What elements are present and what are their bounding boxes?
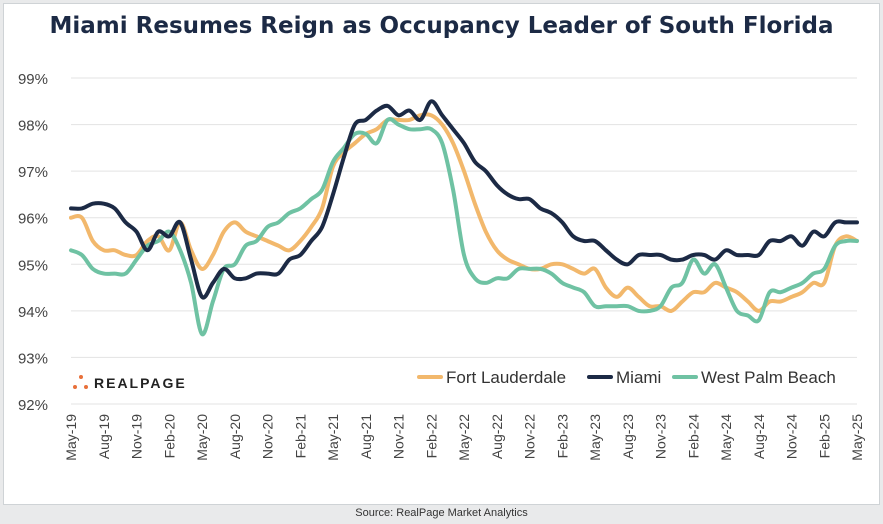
x-tick-label: May-19: [63, 414, 79, 461]
y-axis-tick-labels: 92% 93% 94% 95% 96% 97% 98% 99%: [18, 71, 48, 414]
x-tick-label: Aug-20: [227, 414, 243, 459]
x-tick-label: Aug-19: [96, 414, 112, 459]
y-tick-label: 96%: [18, 211, 48, 228]
chart-title: Miami Resumes Reign as Occupancy Leader …: [49, 13, 834, 39]
x-tick-label: Feb-25: [816, 414, 832, 459]
x-tick-label: Feb-23: [554, 414, 570, 459]
legend: Fort Lauderdale Miami West Palm Beach: [417, 368, 836, 387]
y-tick-label: 94%: [18, 304, 48, 321]
realpage-logo-text: REALPAGE: [94, 375, 187, 391]
chart-card: Miami Resumes Reign as Occupancy Leader …: [3, 3, 880, 505]
x-tick-label: Nov-24: [784, 414, 800, 459]
x-tick-label: Feb-20: [161, 414, 177, 459]
y-tick-label: 95%: [18, 257, 48, 274]
x-tick-label: Aug-23: [620, 414, 636, 459]
x-tick-label: May-25: [849, 414, 865, 461]
y-tick-label: 98%: [18, 118, 48, 135]
x-tick-label: Feb-22: [423, 414, 439, 459]
x-tick-label: Nov-19: [129, 414, 145, 459]
x-tick-label: Feb-24: [685, 414, 701, 459]
line-chart: 92% 93% 94% 95% 96% 97% 98% 99% May-19 Aug-19 Nov…: [18, 71, 865, 461]
x-tick-label: May-20: [194, 414, 210, 461]
x-axis-tick-labels: May-19 Aug-19 Nov-19 Feb-20 May-20 Aug-20 Nov-…: [63, 414, 865, 461]
x-tick-label: Nov-23: [653, 414, 669, 459]
x-tick-label: May-24: [718, 414, 734, 461]
series-lines: [69, 99, 859, 337]
y-tick-label: 99%: [18, 71, 48, 88]
x-tick-label: Feb-21: [292, 414, 308, 459]
legend-label: West Palm Beach: [701, 368, 836, 387]
legend-label: Fort Lauderdale: [446, 368, 566, 387]
x-tick-label: May-21: [325, 414, 341, 461]
x-tick-label: Nov-20: [260, 414, 276, 459]
x-tick-label: Aug-24: [751, 414, 767, 459]
legend-label: Miami: [616, 368, 661, 387]
x-tick-label: Aug-21: [358, 414, 374, 459]
x-tick-label: May-22: [456, 414, 472, 461]
series-line-west-palm-beach: [69, 117, 859, 337]
x-tick-label: Aug-22: [489, 414, 505, 459]
series-line-miami: [69, 99, 859, 300]
realpage-logo: REALPAGE: [72, 373, 187, 393]
realpage-logo-icon: [72, 374, 90, 392]
x-tick-label: Nov-22: [522, 414, 538, 459]
y-tick-label: 93%: [18, 350, 48, 367]
source-note: Source: RealPage Market Analytics: [355, 507, 528, 519]
y-tick-label: 97%: [18, 164, 48, 181]
y-tick-label: 92%: [18, 397, 48, 414]
x-tick-label: Nov-21: [391, 414, 407, 459]
x-tick-label: May-23: [587, 414, 603, 461]
